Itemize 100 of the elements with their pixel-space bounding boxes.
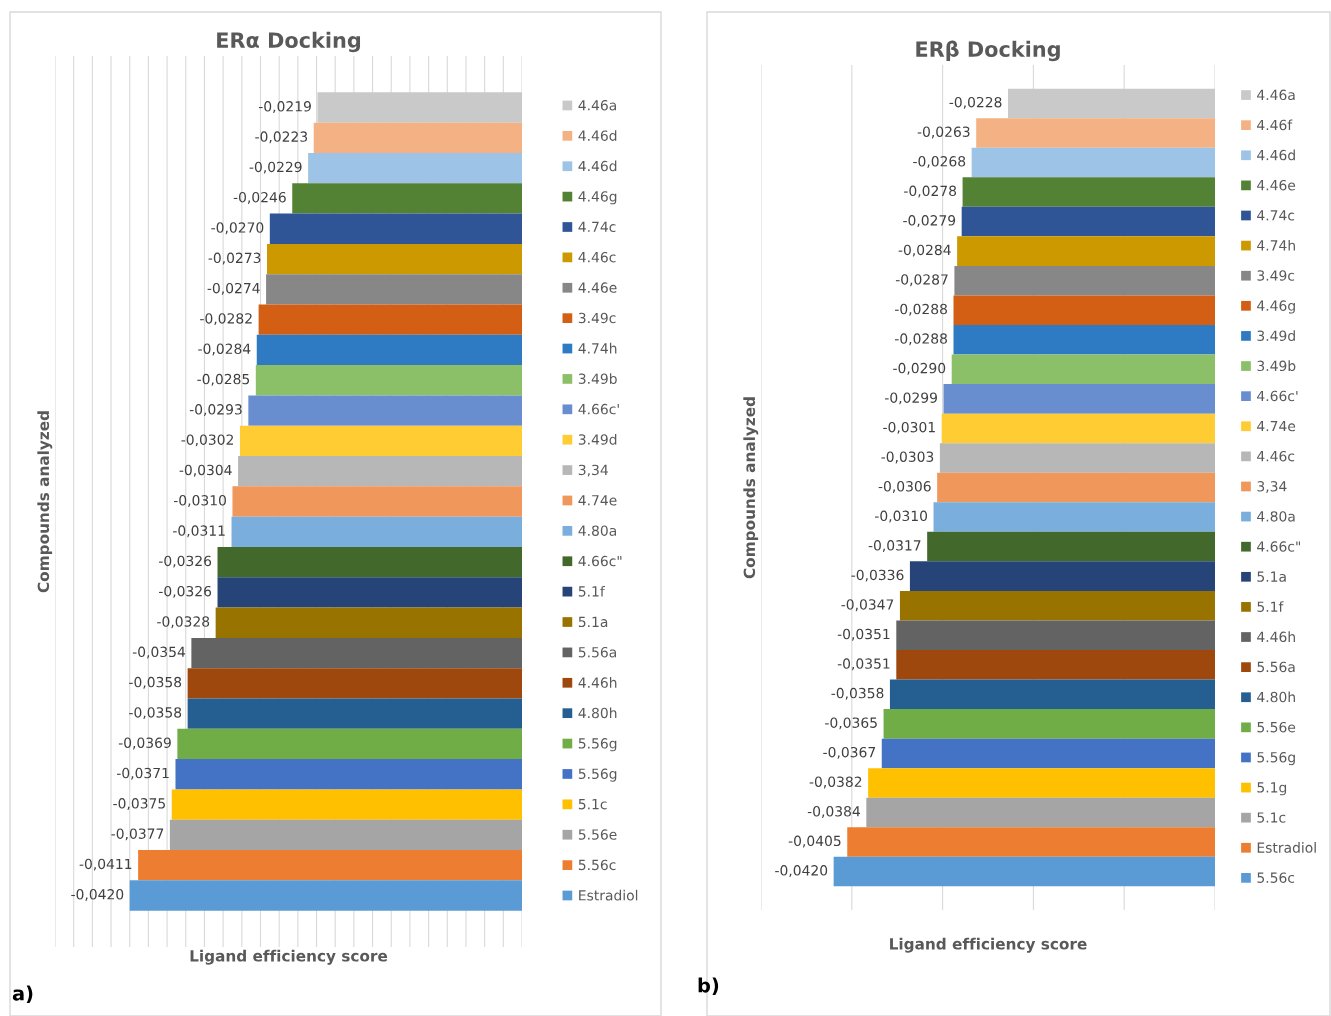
data-label: -0,0384	[807, 806, 860, 818]
data-label: -0,0347	[841, 599, 894, 612]
data-label: -0,0317	[868, 540, 921, 553]
chart-title: ERα Docking	[217, 31, 361, 53]
legend-label: Estradiol	[579, 889, 638, 901]
legend-label: 3.49d	[578, 434, 617, 445]
data-label: -0,0326	[159, 585, 212, 598]
chart-title: ERβ Docking	[916, 40, 1060, 62]
data-label: -0,0377	[111, 828, 164, 841]
text: b)	[698, 977, 719, 995]
data-label: -0,0288	[895, 303, 947, 316]
legend-label: 4.66c'	[578, 403, 619, 415]
legend-label: 5.1a	[578, 616, 608, 628]
legend-label: 4.80h	[578, 707, 617, 719]
data-label: -0,0246	[233, 191, 286, 204]
data-label: -0,0223	[255, 131, 308, 144]
legend-label: 4.46c	[1257, 450, 1295, 462]
data-label: -0,0278	[904, 185, 957, 198]
data-label: -0,0290	[893, 362, 946, 375]
data-label: -0,0358	[129, 707, 182, 720]
legend-label: 4.74e	[1257, 420, 1296, 432]
legend-label: 3.49d	[1257, 330, 1295, 341]
legend-label: 4.66c"	[1257, 541, 1301, 552]
x-axis-title: Ligand efficiency score	[890, 937, 1087, 953]
data-label: -0,0351	[837, 658, 890, 671]
data-label: -0,0273	[208, 252, 261, 265]
legend-label: 4.46f	[1257, 119, 1293, 131]
data-label: -0,0284	[898, 244, 951, 257]
data-label: -0,0263	[917, 126, 970, 139]
data-label: -0,0304	[179, 464, 232, 477]
legend-label: 4.80a	[1257, 511, 1295, 522]
legend-label: 5.56g	[578, 738, 617, 752]
y-axis-title: Compounds analyzed	[743, 397, 759, 579]
x-axis-title: Ligand efficiency score	[190, 949, 388, 965]
legend-label: 4.46e	[578, 282, 617, 293]
legend-label: 4.74c	[1257, 210, 1295, 221]
legend-label: 5.1g	[1257, 782, 1287, 796]
legend-label: 3.49b	[578, 373, 617, 384]
legend-label: 5.56c	[1257, 872, 1295, 883]
legend-label: 4.66c"	[578, 555, 622, 567]
legend-label: 4.46h	[1257, 631, 1295, 643]
data-label: -0,0306	[878, 481, 931, 493]
data-label: -0,0268	[913, 156, 966, 168]
text: a)	[12, 985, 33, 1003]
data-label: -0,0270	[211, 222, 264, 235]
data-label: -0,0367	[823, 746, 876, 759]
data-label: -0,0358	[831, 687, 884, 700]
legend-label: 4.46e	[1257, 179, 1296, 191]
legend-label: 4.46c	[578, 251, 616, 263]
data-label: -0,0311	[173, 525, 225, 538]
y-axis-title: Compounds analyzed	[37, 411, 53, 593]
data-label: -0,0279	[903, 215, 956, 228]
data-label: -0,0420	[71, 889, 124, 901]
legend-label: 3,34	[1257, 481, 1287, 493]
data-label: -0,0293	[189, 404, 242, 417]
legend-label: 4.74h	[1257, 239, 1295, 251]
legend-label: 5.56g	[578, 768, 617, 782]
data-label: -0,0299	[885, 392, 937, 405]
legend-label: 4.46d	[578, 130, 617, 141]
data-label: -0,0354	[132, 646, 186, 659]
data-label: -0,0274	[207, 282, 260, 295]
data-label: -0,0382	[809, 776, 862, 789]
data-label: -0,0326	[159, 555, 212, 568]
legend-label: 5.1c	[578, 799, 607, 810]
data-label: -0,0228	[949, 96, 1002, 109]
data-label: -0,0285	[197, 373, 250, 386]
legend-label: 5.56e	[1257, 721, 1296, 733]
legend-label: 5.56a	[1257, 661, 1295, 673]
legend-label: 4.46a	[578, 100, 616, 111]
data-label: -0,0287	[895, 274, 948, 287]
data-label: -0,0351	[837, 628, 890, 641]
data-label: -0,0336	[851, 569, 904, 582]
data-label: -0,0405	[788, 835, 841, 848]
legend-label: 4.66c'	[1257, 390, 1298, 402]
data-label: -0,0375	[113, 798, 165, 811]
legend-label: 5.56a	[578, 646, 616, 658]
legend-label: Estradiol	[1257, 842, 1316, 853]
legend-label: 5.1a	[1257, 571, 1286, 582]
data-label: -0,0310	[875, 510, 928, 523]
data-label: -0,0328	[157, 616, 210, 629]
legend-label: 4.74c	[578, 221, 616, 233]
legend-label: 4.46h	[578, 677, 617, 688]
legend-label: 5.56c	[578, 859, 616, 871]
legend-label: 4.46a	[1257, 89, 1295, 101]
data-label: -0,0310	[173, 495, 226, 507]
legend-label: 5.1c	[1257, 812, 1286, 823]
data-label: -0,0303	[881, 451, 934, 464]
legend-label: 4.46g	[1257, 300, 1295, 314]
legend-label: 3,34	[578, 464, 608, 477]
data-label: -0,0358	[129, 676, 182, 689]
data-label: -0,0282	[200, 313, 252, 326]
data-label: -0,0301	[883, 421, 935, 434]
data-label: -0,0369	[118, 737, 171, 750]
legend-label: 4.46g	[578, 191, 617, 205]
data-label: -0,0411	[79, 858, 132, 871]
data-label: -0,0229	[249, 161, 302, 174]
legend-label: 5.1f	[578, 585, 606, 597]
legend-label: 5.56e	[578, 829, 617, 840]
legend-label: 4.74e	[578, 495, 617, 506]
data-label: -0,0420	[775, 865, 828, 878]
